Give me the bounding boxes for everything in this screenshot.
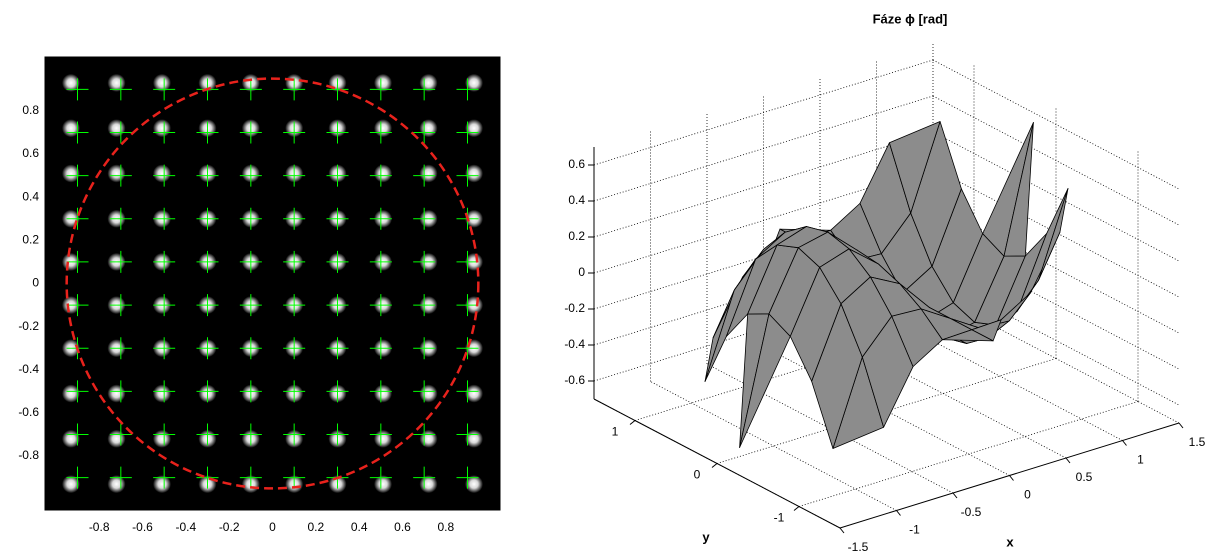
x-tick-label: 0: [1024, 488, 1031, 502]
spot: [153, 430, 171, 448]
spot: [420, 164, 438, 182]
x-tick-label: -0.5: [961, 505, 982, 519]
x-tick-label: 1.5: [1189, 435, 1206, 449]
y-tick-label: 0.6: [22, 146, 39, 160]
grid-line: [594, 60, 933, 165]
y-tick: [794, 507, 799, 511]
x-axis-label: x: [1006, 534, 1014, 549]
spot: [420, 385, 438, 403]
grid-line: [933, 60, 1179, 189]
y-tick-label: -0.4: [18, 362, 39, 376]
x-tick-label: -0.6: [132, 520, 153, 534]
x-tick-label: 0.8: [437, 520, 454, 534]
y-tick: [630, 421, 635, 425]
z-tick-label: -0.4: [564, 337, 585, 351]
x-tick-label: 1: [1137, 453, 1144, 467]
y-tick-label: 0.8: [22, 103, 39, 117]
y-tick-label: 1: [612, 425, 619, 439]
y-tick-label: 0: [32, 276, 39, 290]
z-tick-label: 0: [578, 265, 585, 279]
y-tick-label: -0.8: [18, 448, 39, 462]
x-tick: [953, 493, 957, 498]
x-tick-label: 0.4: [351, 520, 368, 534]
y-tick-label: 0: [694, 468, 701, 482]
spot: [420, 430, 438, 448]
spot: [108, 164, 126, 182]
spot: [108, 119, 126, 137]
y-tick-label: -0.6: [18, 405, 39, 419]
figure: -0.8 -0.6 -0.4 -0.2 0 0.2 0.4 0.6 0.8 -0.8 -0.6 -0.…: [0, 0, 1221, 551]
x-tick: [1123, 441, 1127, 446]
spot: [108, 430, 126, 448]
x-tick: [1010, 476, 1014, 481]
x-tick-label: 0.5: [1076, 470, 1093, 484]
y-tick-label: 0.2: [22, 233, 39, 247]
x-tick-label: -0.8: [89, 520, 110, 534]
surface-facet: [1039, 189, 1068, 281]
y-axis-label: y: [702, 529, 710, 544]
y-tick: [712, 464, 717, 468]
x-tick-label: -0.4: [175, 520, 196, 534]
z-tick-label: -0.6: [564, 373, 585, 387]
x-tick-label: 0: [269, 520, 276, 534]
y-tick-label: -0.2: [18, 319, 39, 333]
y-tick-label: -1: [774, 511, 785, 525]
x-tick-label: -1: [909, 523, 920, 537]
page: {"chart_data": [ {"type": "image", "back…: [0, 0, 1221, 551]
spot: [153, 164, 171, 182]
z-tick-label: 0.4: [568, 193, 585, 207]
x-tick: [840, 528, 844, 533]
spot: [374, 430, 392, 448]
x-tick-label: 0.2: [307, 520, 324, 534]
z-tick-label: -0.2: [564, 301, 585, 315]
z-tick-label: 0.2: [568, 229, 585, 243]
spot: [153, 119, 171, 137]
spot: [374, 164, 392, 182]
x-tick-label: 0.6: [394, 520, 411, 534]
z-tick-label: 0.6: [568, 157, 585, 171]
x-tick-label: -0.2: [219, 520, 240, 534]
spot: [108, 385, 126, 403]
chart-title: Fáze ϕ [rad]: [873, 11, 948, 26]
spot: [374, 119, 392, 137]
spot: [153, 385, 171, 403]
spot: [374, 385, 392, 403]
spot: [420, 119, 438, 137]
x-tick-label: -1.5: [848, 540, 869, 551]
x-tick: [1179, 423, 1183, 428]
x-tick: [1066, 458, 1070, 463]
y-tick-label: 0.4: [22, 189, 39, 203]
x-tick: [897, 511, 901, 516]
